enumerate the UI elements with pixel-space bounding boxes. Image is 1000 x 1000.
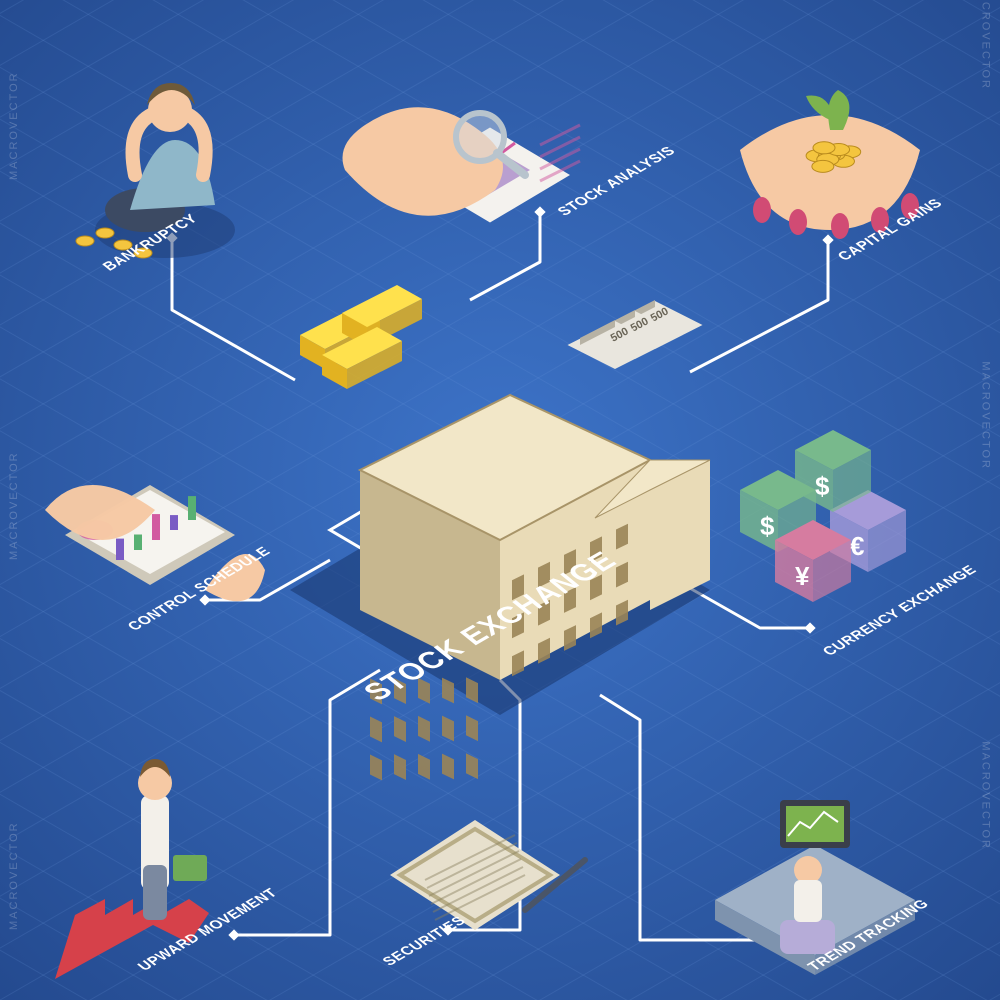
svg-text:$: $ [815, 471, 830, 501]
watermark: macrovector [980, 361, 992, 470]
svg-text:$: $ [760, 511, 775, 541]
watermark: macrovector [980, 0, 992, 90]
watermark: macrovector [8, 821, 20, 930]
svg-text:¥: ¥ [795, 561, 810, 591]
watermark: macrovector [8, 451, 20, 560]
watermark: macrovector [980, 741, 992, 850]
svg-text:€: € [850, 531, 864, 561]
watermark: macrovector [8, 71, 20, 180]
infographic-stage: 500500500$€$¥ macrovector macrovector ma… [0, 0, 1000, 1000]
background: 500500500$€$¥ [0, 0, 1000, 1000]
